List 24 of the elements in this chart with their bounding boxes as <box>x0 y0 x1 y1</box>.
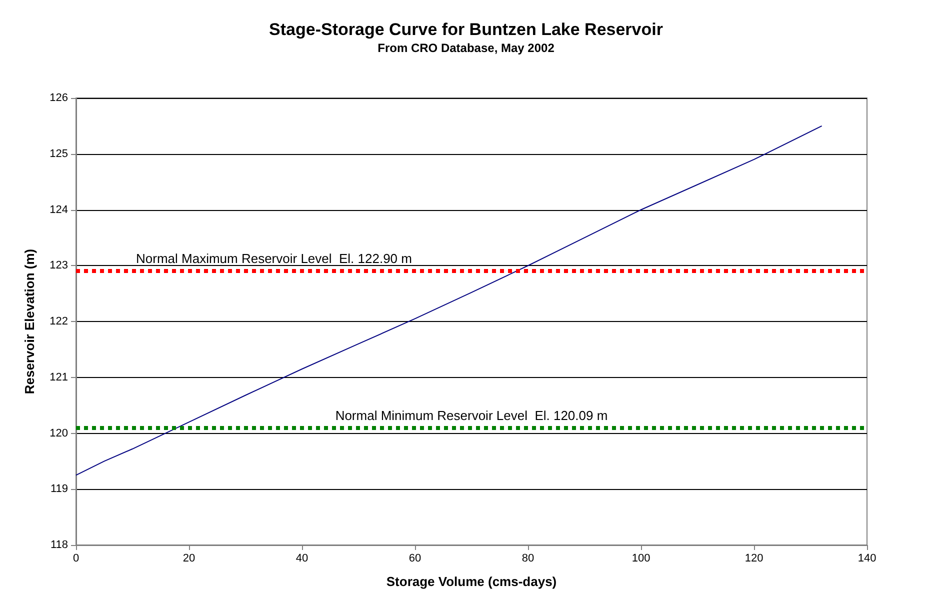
ref-line-label: Normal Minimum Reservoir Level El. 120.09 m <box>335 408 608 424</box>
line-series <box>76 125 822 476</box>
x-tick-label: 60 <box>408 552 422 564</box>
x-axis-title: Storage Volume (cms-days) <box>386 574 557 589</box>
y-tick-label: 119 <box>50 483 68 496</box>
y-tick-label: 125 <box>50 148 68 160</box>
y-tick-label: 126 <box>50 92 68 104</box>
x-tick-label: 20 <box>182 552 196 564</box>
y-axis-title: Reservoir Elevation (m) <box>22 248 37 394</box>
x-tick-label: 100 <box>632 552 650 564</box>
chart-title: Stage-Storage Curve for Buntzen Lake Reservoir <box>269 20 664 39</box>
x-tick-label: 80 <box>522 552 534 564</box>
x-tick-label: 40 <box>296 552 308 564</box>
y-tick-label: 121 <box>50 371 68 384</box>
x-tick-label: 0 <box>72 552 80 564</box>
x-tick-label: 120 <box>744 552 764 564</box>
x-tick-label: 140 <box>858 552 876 564</box>
ref-line-label: Normal Maximum Reservoir Level El. 122.90 m <box>136 251 412 266</box>
y-tick-label: 124 <box>50 204 68 216</box>
chart-subtitle: From CRO Database, May 2002 <box>378 41 555 55</box>
y-tick-label: 118 <box>50 539 68 551</box>
y-tick-label: 123 <box>50 260 68 272</box>
y-tick-label: 122 <box>50 316 68 328</box>
y-tick-label: 120 <box>50 427 68 440</box>
